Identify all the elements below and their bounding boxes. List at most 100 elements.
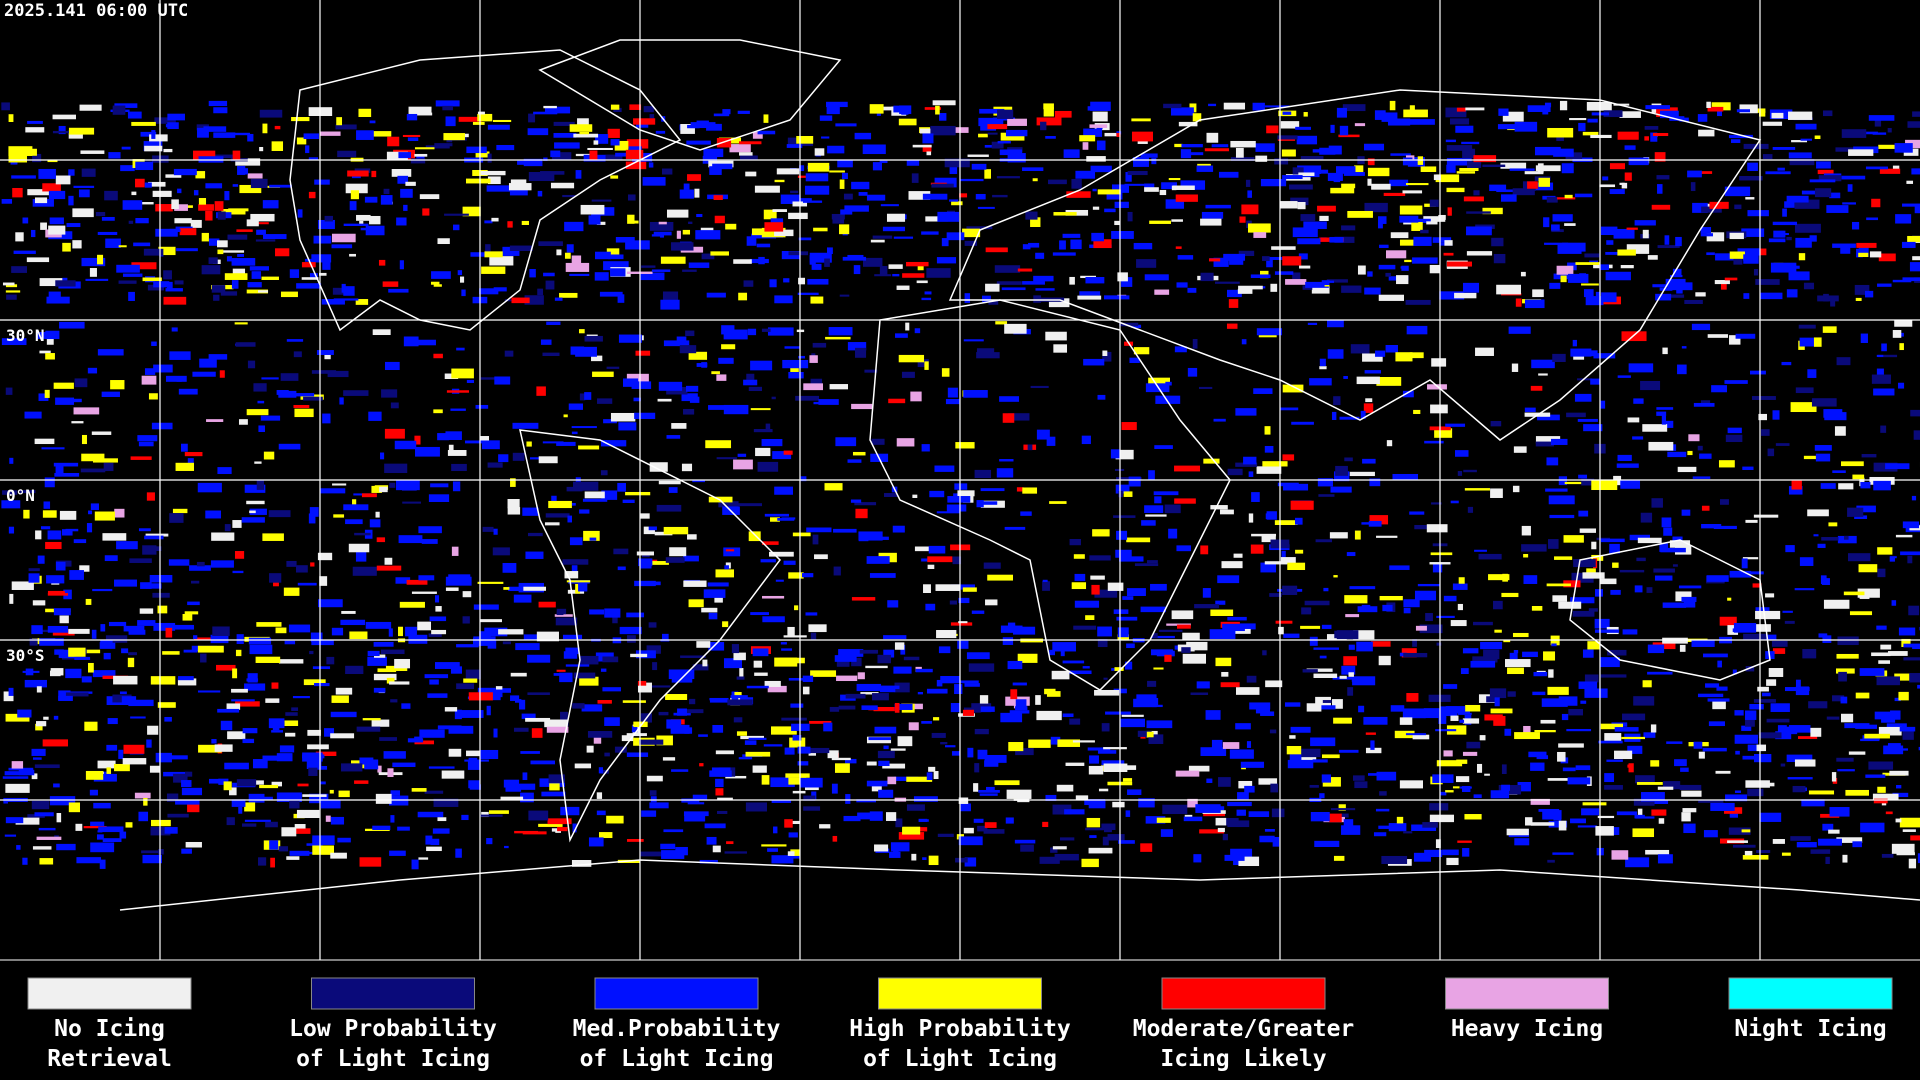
icing-pixel: [1558, 601, 1582, 609]
icing-pixel: [1111, 231, 1134, 239]
icing-pixel: [224, 762, 249, 770]
icing-pixel: [1014, 839, 1036, 844]
icing-pixel: [927, 564, 935, 569]
icing-pixel: [472, 121, 485, 125]
icing-pixel: [1349, 471, 1375, 477]
icing-pixel: [639, 739, 664, 745]
icing-pixel: [1717, 660, 1722, 668]
icing-pixel: [1558, 476, 1568, 486]
icing-pixel: [1743, 254, 1759, 264]
icing-pixel: [116, 264, 140, 273]
icing-pixel: [556, 611, 564, 616]
icing-pixel: [1718, 460, 1735, 468]
icing-pixel: [1706, 575, 1729, 582]
icing-pixel: [431, 271, 451, 279]
icing-pixel: [165, 124, 175, 128]
icing-pixel: [143, 798, 148, 806]
icing-pixel: [579, 509, 590, 514]
icing-pixel: [56, 843, 76, 851]
icing-pixel: [802, 200, 823, 203]
icing-pixel: [257, 400, 265, 404]
icing-pixel: [1601, 292, 1617, 303]
icing-pixel: [783, 450, 793, 455]
icing-pixel: [1067, 670, 1092, 675]
icing-pixel: [1192, 113, 1202, 122]
icing-pixel: [56, 813, 62, 823]
icing-pixel: [311, 254, 332, 263]
icing-pixel: [1692, 476, 1711, 479]
icing-pixel: [1561, 713, 1569, 721]
icing-pixel: [1660, 547, 1686, 553]
icing-pixel: [1508, 326, 1531, 334]
icing-pixel: [1563, 535, 1584, 543]
icing-pixel: [45, 541, 62, 550]
icing-pixel: [133, 242, 151, 247]
icing-pixel: [121, 648, 129, 654]
icing-pixel: [946, 504, 967, 512]
icing-pixel: [1220, 682, 1240, 688]
icing-pixel: [1379, 244, 1389, 249]
icing-pixel: [1253, 232, 1267, 238]
icing-pixel: [144, 535, 164, 540]
icing-pixel: [385, 665, 408, 671]
icing-pixel: [1423, 216, 1446, 222]
icing-pixel: [244, 484, 266, 493]
legend-label: Moderate/Greater: [1133, 1016, 1355, 1042]
icing-pixel: [1114, 201, 1129, 208]
icing-pixel: [1597, 815, 1615, 819]
icing-pixel: [166, 281, 173, 290]
icing-pixel: [1081, 858, 1099, 868]
icing-pixel: [419, 194, 440, 200]
icing-pixel: [1678, 585, 1702, 589]
icing-pixel: [1015, 706, 1028, 711]
icing-pixel: [1265, 680, 1283, 688]
icing-pixel: [751, 228, 776, 236]
icing-pixel: [390, 402, 399, 409]
icing-pixel: [1591, 480, 1618, 491]
icing-pixel: [1512, 632, 1529, 638]
icing-pixel: [1116, 131, 1122, 135]
icing-pixel: [1814, 188, 1832, 198]
icing-pixel: [629, 104, 642, 110]
icing-pixel: [1369, 478, 1381, 487]
icing-pixel: [1813, 337, 1822, 347]
icing-pixel: [1126, 643, 1135, 649]
icing-pixel: [1912, 643, 1920, 650]
icing-pixel: [278, 659, 304, 664]
icing-pixel: [683, 555, 699, 562]
icing-pixel: [1527, 105, 1551, 112]
icing-pixel: [1281, 550, 1286, 559]
icing-pixel: [49, 796, 76, 806]
icing-pixel: [699, 763, 704, 767]
icing-pixel: [663, 526, 689, 535]
icing-pixel: [294, 408, 314, 418]
timestamp: 2025.141 06:00 UTC: [4, 1, 188, 21]
icing-pixel: [1415, 625, 1427, 631]
icing-pixel: [1199, 829, 1225, 834]
icing-pixel: [650, 796, 657, 803]
icing-pixel: [447, 450, 467, 456]
icing-pixel: [1855, 297, 1862, 301]
icing-pixel: [1, 102, 10, 111]
icing-pixel: [22, 670, 40, 673]
icing-pixel: [636, 551, 654, 556]
icing-pixel: [275, 627, 287, 634]
icing-pixel: [774, 657, 798, 667]
icing-pixel: [1297, 238, 1321, 245]
icing-pixel: [140, 582, 152, 589]
icing-pixel: [1640, 380, 1661, 391]
icing-pixel: [1552, 595, 1568, 602]
icing-pixel: [46, 337, 54, 345]
icing-pixel: [1117, 627, 1129, 638]
icing-pixel: [1644, 136, 1649, 141]
icing-pixel: [465, 178, 491, 184]
icing-pixel: [901, 371, 915, 378]
icing-pixel: [108, 621, 127, 627]
icing-pixel: [1022, 244, 1031, 250]
icing-pixel: [1133, 698, 1157, 708]
icing-pixel: [1175, 246, 1182, 249]
icing-pixel: [540, 339, 552, 345]
icing-pixel: [829, 706, 840, 712]
icing-pixel: [1878, 660, 1891, 664]
icing-pixel: [658, 480, 681, 485]
